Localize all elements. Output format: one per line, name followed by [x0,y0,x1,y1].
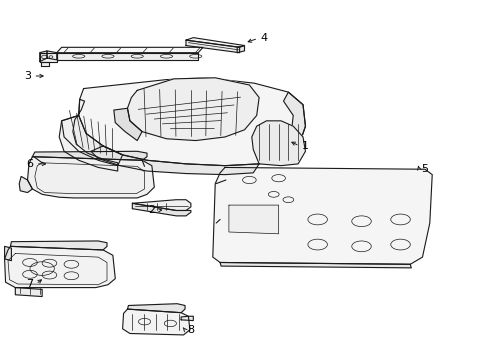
Polygon shape [114,108,142,140]
Polygon shape [212,167,431,264]
Text: 1: 1 [301,141,308,151]
Polygon shape [27,157,154,198]
Polygon shape [57,53,198,60]
Polygon shape [283,92,305,155]
Polygon shape [47,51,57,60]
Polygon shape [19,176,32,193]
Polygon shape [57,47,203,53]
Polygon shape [251,121,305,166]
Polygon shape [220,262,410,268]
Polygon shape [40,53,57,62]
Polygon shape [185,38,244,47]
Polygon shape [127,304,184,313]
Polygon shape [185,40,239,53]
Polygon shape [41,62,49,66]
Text: 6: 6 [26,159,33,169]
Polygon shape [181,316,193,320]
Polygon shape [59,99,118,171]
Text: 8: 8 [187,325,194,335]
Polygon shape [127,78,259,140]
Polygon shape [4,246,11,261]
Text: 2: 2 [148,206,155,216]
Polygon shape [79,78,305,166]
Polygon shape [91,146,259,175]
Polygon shape [4,246,115,288]
Polygon shape [132,200,190,211]
Text: 4: 4 [260,33,267,43]
Text: 3: 3 [24,71,31,81]
Polygon shape [228,205,278,234]
Polygon shape [15,288,42,297]
Polygon shape [132,203,190,216]
Text: 7: 7 [26,279,34,289]
Polygon shape [10,241,107,250]
Polygon shape [61,116,122,166]
Polygon shape [237,45,244,53]
Polygon shape [40,51,47,62]
Polygon shape [122,309,189,335]
Polygon shape [32,151,147,160]
Text: 5: 5 [421,164,427,174]
